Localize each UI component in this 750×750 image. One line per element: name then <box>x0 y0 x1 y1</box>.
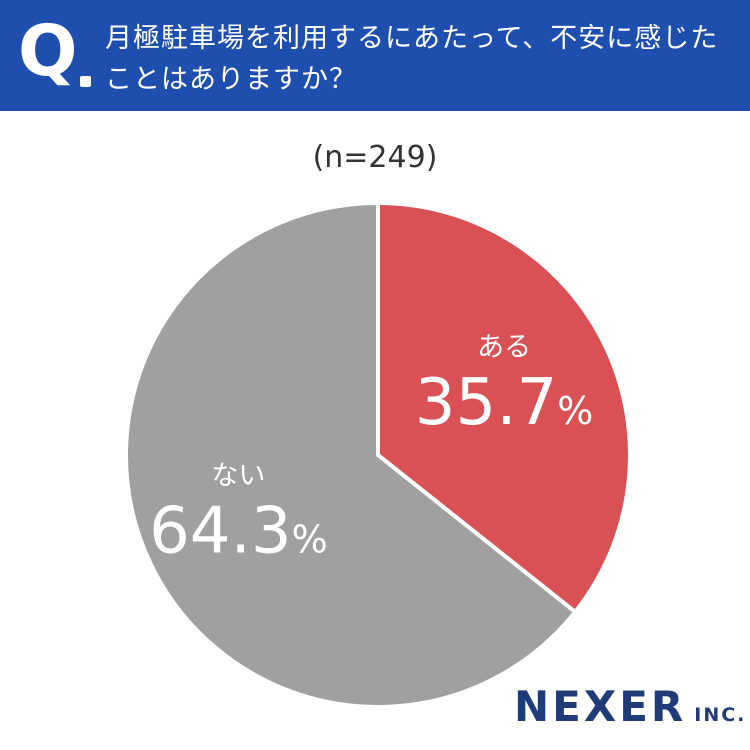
pie-slice-no <box>124 200 578 709</box>
sample-size-label: (n=249) <box>312 140 438 175</box>
question-header: Q 月極駐車場を利用するにあたって、不安に感じたことはありますか？ <box>0 0 750 111</box>
category-label-no: ない <box>211 460 265 491</box>
pie-slice-yes <box>376 200 632 615</box>
value-label-no: 64.3% <box>149 494 328 568</box>
question-text: 月極駐車場を利用するにあたって、不安に感じたことはありますか？ <box>105 23 719 95</box>
brand-logo: NEXER INC. <box>514 686 746 728</box>
value-label-yes: 35.7% <box>415 366 594 440</box>
brand-suffix: INC. <box>694 704 747 726</box>
brand-name: NEXER <box>514 682 687 731</box>
q-mark: Q <box>18 10 78 92</box>
q-dot <box>80 76 91 87</box>
category-label-yes: ある <box>477 332 531 363</box>
